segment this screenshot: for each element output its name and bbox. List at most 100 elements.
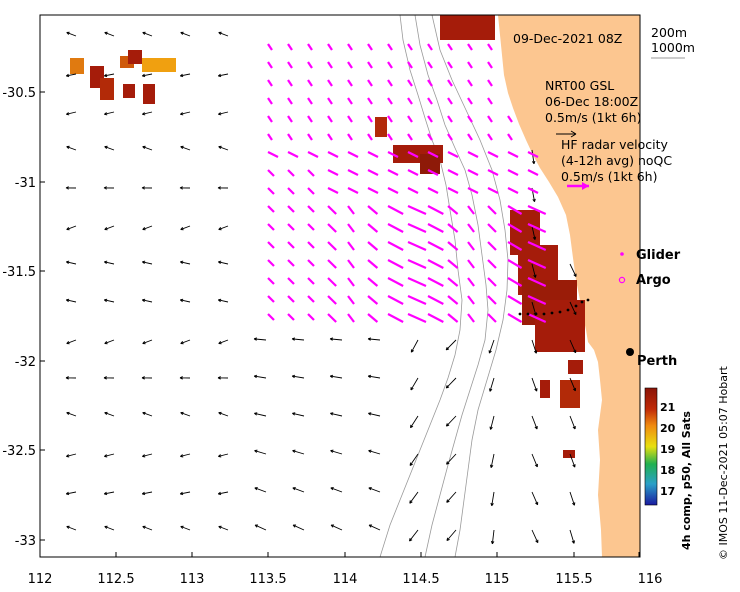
model-vector-arrow <box>180 225 191 231</box>
model-label-line3: 0.5m/s (1kt 6h) <box>545 110 641 125</box>
model-vector-arrow <box>28 377 38 380</box>
radar-vector-arrow <box>387 313 404 323</box>
radar-vector-arrow <box>267 259 275 267</box>
radar-vector-arrow <box>327 133 333 141</box>
radar-vector-arrow <box>367 295 379 305</box>
radar-vector-arrow <box>307 43 313 51</box>
y-tick-label: -30.5 <box>2 86 36 101</box>
argo-marker-icon <box>618 276 626 284</box>
radar-vector-arrow <box>527 187 539 194</box>
model-vector-arrow <box>29 526 38 530</box>
model-vector-arrow <box>142 145 153 151</box>
radar-vector-arrow <box>287 259 295 267</box>
radar-vector-arrow <box>467 151 479 158</box>
model-vector-arrow <box>179 491 191 496</box>
radar-vector-arrow <box>427 295 444 305</box>
radar-vector-arrow <box>427 241 444 251</box>
radar-vector-arrow <box>267 115 273 123</box>
radar-vector-arrow <box>307 259 315 267</box>
radar-vector-arrow <box>427 133 433 141</box>
y-tick-label: -32.5 <box>2 444 36 459</box>
colorbar-tick-19: 19 <box>660 443 675 456</box>
radar-vector-arrow <box>467 187 479 194</box>
radar-vector-arrow <box>287 43 293 51</box>
model-vector-arrow <box>490 491 495 507</box>
model-vector-arrow <box>254 449 267 455</box>
radar-vector-arrow <box>287 205 295 213</box>
radar-vector-arrow <box>527 222 547 234</box>
model-vector-arrow <box>104 411 115 417</box>
radar-vector-arrow <box>487 79 493 87</box>
model-vector-arrow <box>445 377 457 389</box>
radar-vector-arrow <box>287 295 295 303</box>
y-tick-label: -33 <box>15 534 36 549</box>
radar-vector-arrow <box>267 277 275 285</box>
model-vector-arrow <box>531 149 536 165</box>
radar-vector-arrow <box>307 277 315 285</box>
model-vector-arrow <box>65 186 77 190</box>
model-vector-arrow <box>103 111 115 116</box>
model-vector-arrow <box>65 376 77 380</box>
radar-vector-arrow <box>507 205 523 215</box>
model-vector-arrow <box>179 111 191 116</box>
radar-vector-arrow <box>467 313 475 323</box>
radar-vector-arrow <box>327 79 333 87</box>
radar-vector-arrow <box>287 151 299 158</box>
model-vector-arrow <box>445 339 457 351</box>
radar-vector-arrow <box>307 313 315 321</box>
model-vector-arrow <box>66 411 77 417</box>
model-vector-arrow <box>291 337 305 341</box>
perth-label: Perth <box>637 354 677 369</box>
model-vector-arrow <box>66 525 77 531</box>
radar-vector-arrow <box>507 169 519 176</box>
radar-vector-arrow <box>487 277 497 287</box>
x-tick-label: 113.5 <box>249 572 286 587</box>
radar-vector-arrow <box>447 61 453 69</box>
radar-vector-arrow <box>327 187 339 194</box>
radar-vector-arrow <box>347 79 353 87</box>
model-current-vectors <box>28 31 577 545</box>
radar-vector-arrow <box>447 43 453 51</box>
radar-vector-arrow <box>387 115 393 123</box>
model-vector-arrow <box>329 337 343 341</box>
radar-vector-arrow <box>407 258 427 270</box>
model-vector-arrow <box>409 491 419 504</box>
radar-vector-arrow <box>407 151 419 158</box>
model-vector-arrow <box>569 301 577 316</box>
radar-vector-arrow <box>347 133 353 141</box>
radar-vector-arrow <box>507 277 523 287</box>
model-vector-arrow <box>218 453 229 458</box>
y-tick-label: -31 <box>15 176 36 191</box>
model-vector-arrow <box>142 31 153 37</box>
model-vector-arrow <box>368 524 381 531</box>
radar-vector-arrow <box>447 259 459 269</box>
model-vector-arrow <box>253 374 267 379</box>
radar-label-line1: HF radar velocity <box>561 137 669 152</box>
radar-vector-arrow <box>347 205 355 215</box>
radar-vector-arrow <box>367 259 379 269</box>
model-vector-arrow <box>142 453 153 458</box>
radar-vector-arrow <box>347 97 353 105</box>
radar-vector-arrow <box>367 133 373 141</box>
radar-vector-arrow <box>427 61 433 69</box>
model-vector-arrow <box>218 339 229 345</box>
radar-vector-arrow <box>447 241 459 251</box>
model-vector-arrow <box>141 111 153 116</box>
model-vector-arrow <box>531 415 538 430</box>
radar-vector-arrow <box>527 294 547 306</box>
model-vector-arrow <box>410 415 419 429</box>
radar-vector-arrow <box>467 223 475 233</box>
model-vector-arrow <box>291 374 305 379</box>
radar-vector-arrow <box>267 295 275 303</box>
radar-vector-arrow <box>367 205 379 215</box>
model-vector-arrow <box>65 260 77 265</box>
radar-vector-arrow <box>427 169 439 176</box>
radar-vector-arrow <box>327 277 337 287</box>
radar-vector-arrow <box>367 241 379 251</box>
colorbar-tick-17: 17 <box>660 485 675 498</box>
model-vector-arrow <box>292 449 305 455</box>
model-vector-arrow <box>531 339 538 354</box>
model-vector-arrow <box>569 415 576 430</box>
model-vector-arrow <box>180 411 191 417</box>
radar-vector-arrow <box>287 115 293 123</box>
